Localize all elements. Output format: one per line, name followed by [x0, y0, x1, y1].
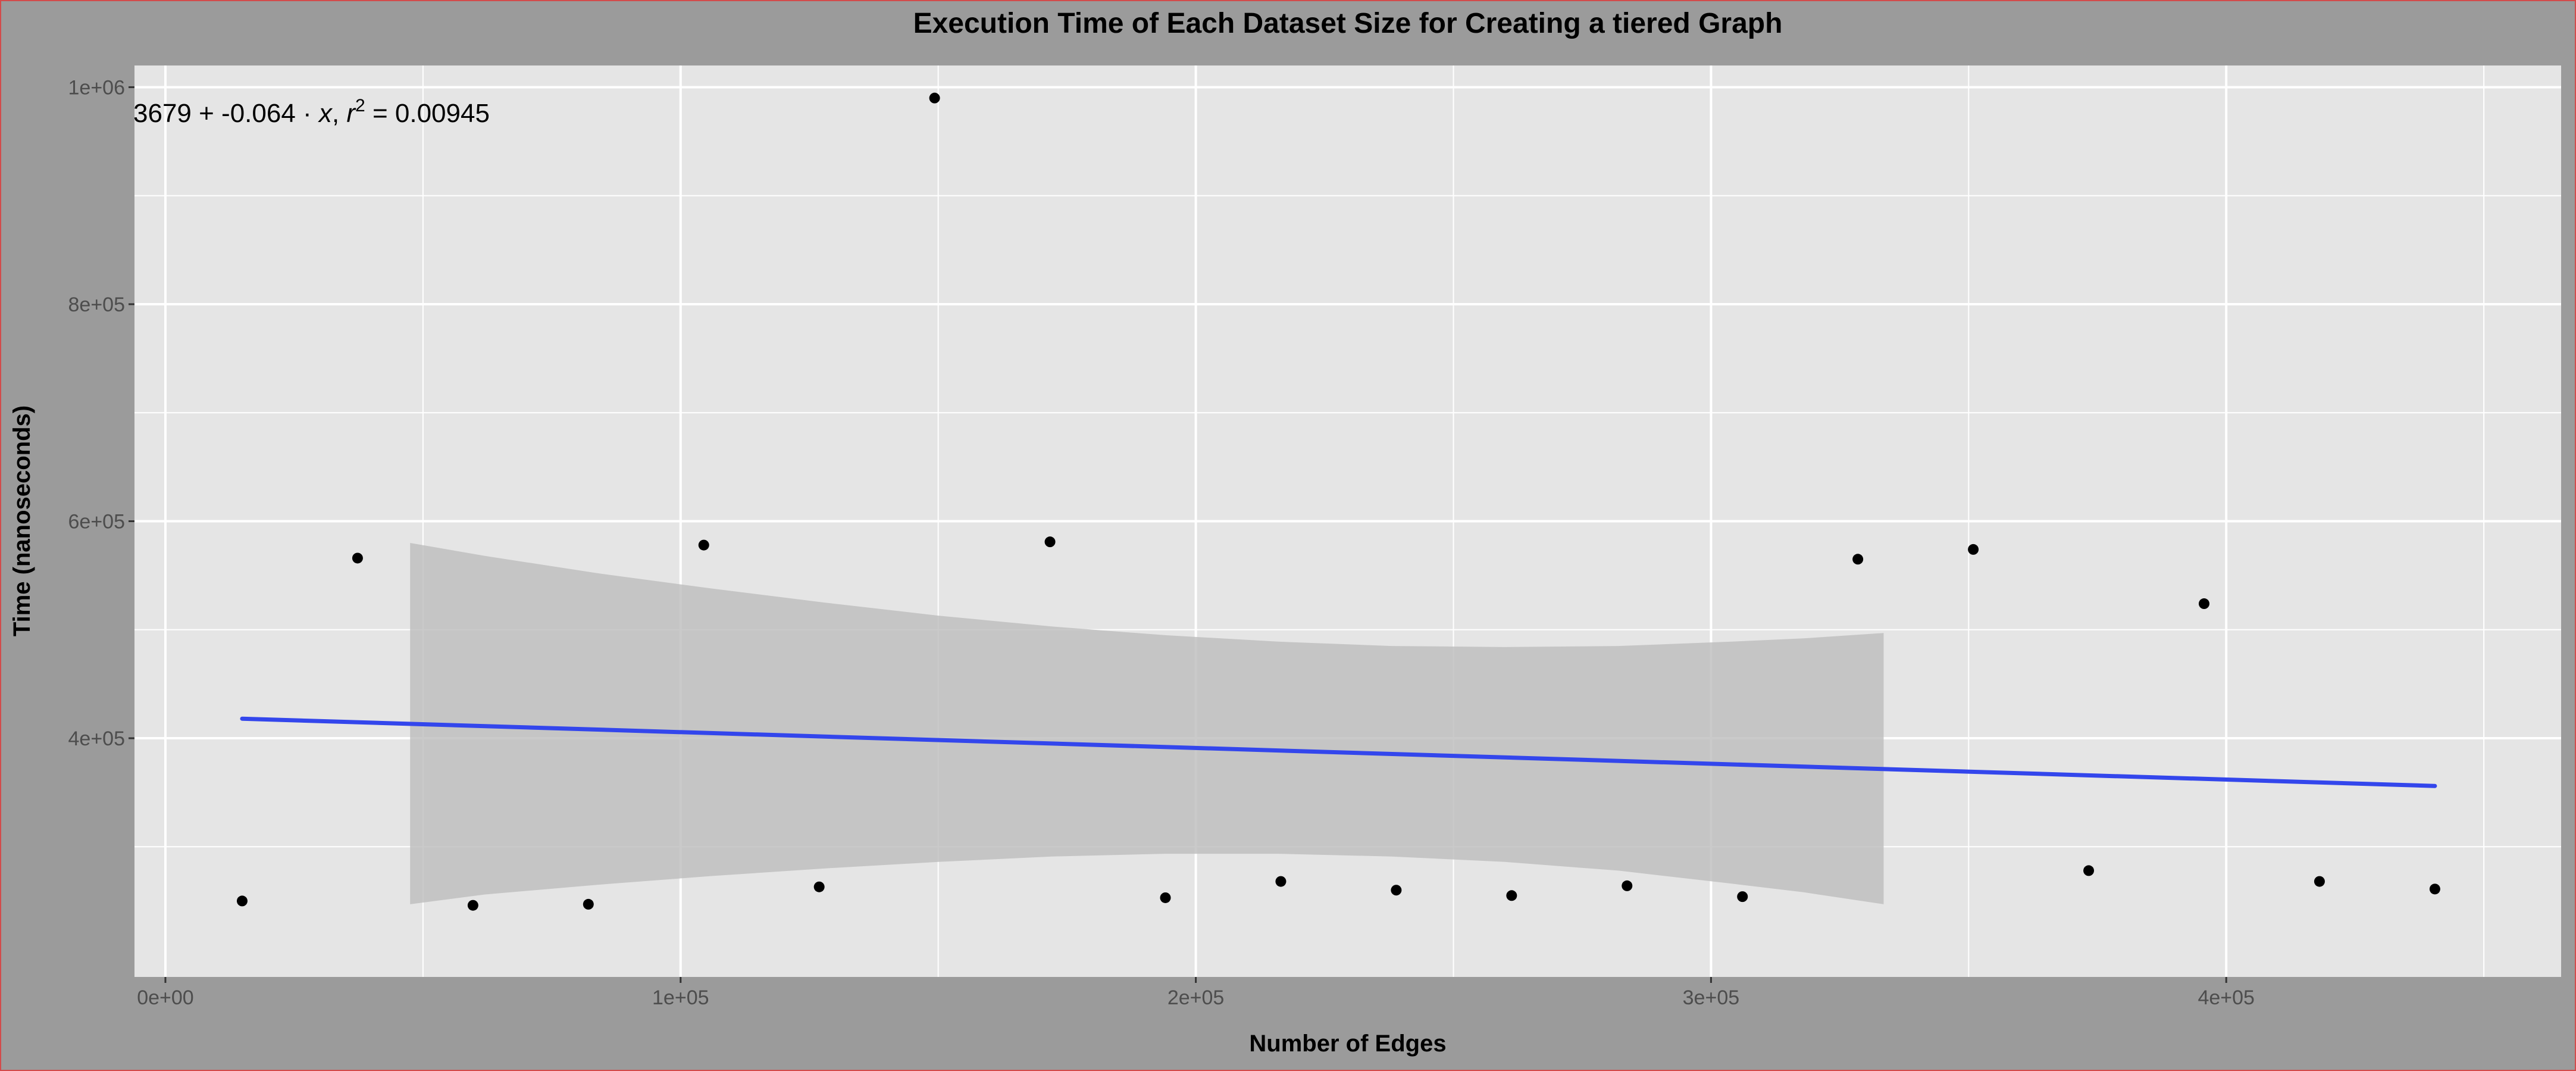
x-axis-label: Number of Edges	[1249, 1031, 1446, 1057]
annotation-intercept: 3679	[133, 99, 192, 128]
y-tick-label: 4e+05	[68, 727, 126, 750]
data-point	[236, 895, 248, 907]
data-points	[236, 92, 2440, 911]
annotation-r-symbol: r	[346, 99, 356, 128]
annotation-slope: -0.064	[221, 99, 296, 128]
data-point	[583, 898, 594, 910]
data-point	[1160, 892, 1171, 903]
data-point	[352, 552, 363, 564]
annotation-variable: x	[318, 99, 333, 128]
data-point	[1852, 554, 1864, 565]
data-point	[1391, 885, 1402, 896]
data-point	[698, 539, 709, 551]
data-point	[1968, 544, 1979, 555]
data-point	[2198, 598, 2209, 610]
data-point	[467, 900, 478, 911]
x-tick-label: 3e+05	[1683, 986, 1740, 1009]
annotation-r2-value: 0.00945	[395, 99, 490, 128]
data-point	[1506, 890, 1517, 901]
y-axis-label: Time (nanoseconds)	[9, 405, 35, 636]
y-tick-label: 8e+05	[68, 293, 126, 316]
data-point	[1044, 536, 1056, 548]
data-point	[929, 92, 940, 104]
data-point	[1275, 876, 1287, 887]
data-point	[1737, 891, 1748, 903]
confidence-band	[410, 543, 1884, 904]
regression-line	[240, 716, 2437, 788]
x-tick-label: 1e+05	[652, 986, 709, 1009]
data-point	[2429, 883, 2440, 895]
y-axis-ticks: 4e+05 6e+05 8e+05 1e+06	[68, 76, 134, 750]
x-axis-ticks: 0e+00 1e+05 2e+05 3e+05 4e+05	[137, 977, 2255, 1009]
x-tick-label: 4e+05	[2198, 986, 2255, 1009]
data-point	[813, 881, 825, 892]
data-point	[2083, 865, 2095, 876]
regression-annotation: 3679 + -0.064 · x, r2 = 0.00945	[133, 96, 490, 128]
data-point	[2314, 876, 2325, 887]
y-tick-label: 1e+06	[68, 76, 126, 99]
y-tick-label: 6e+05	[68, 511, 126, 533]
x-tick-label: 0e+00	[137, 986, 194, 1009]
x-tick-label: 2e+05	[1168, 986, 1225, 1009]
chart-title: Execution Time of Each Dataset Size for …	[913, 8, 1783, 39]
data-point	[1622, 880, 1633, 891]
